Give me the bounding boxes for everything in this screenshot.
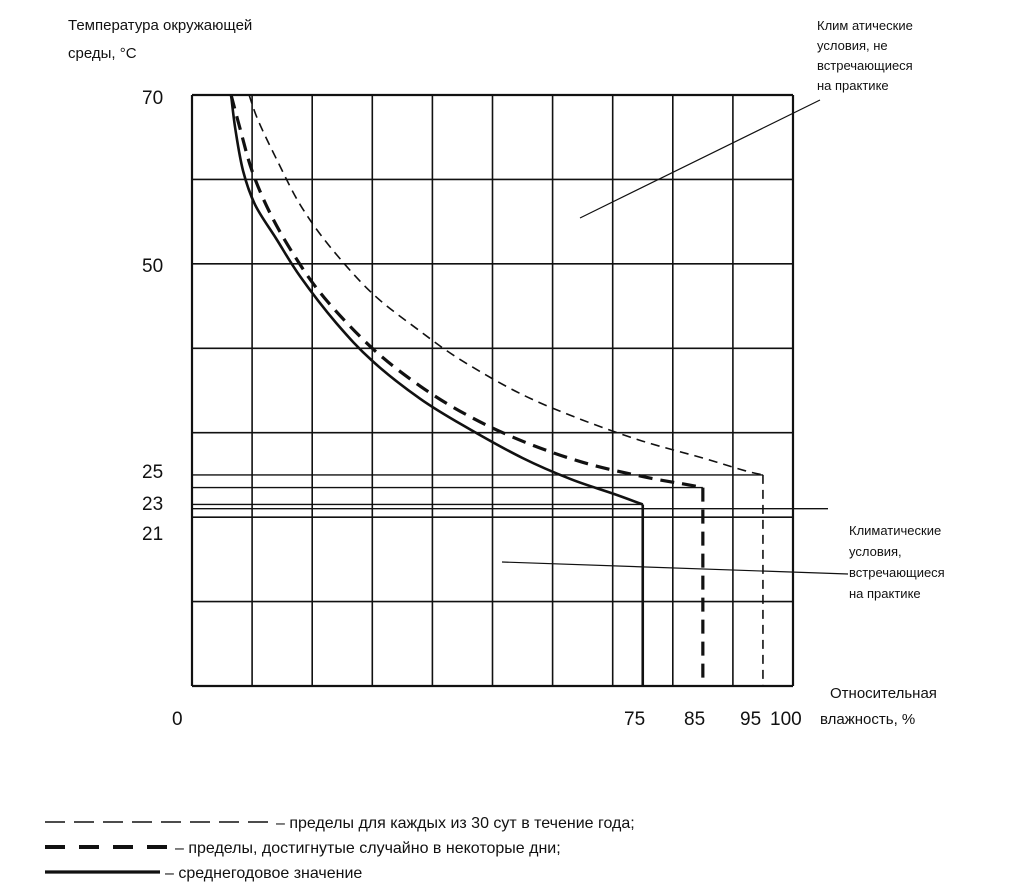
legend-label: – пределы для каждых из 30 сут в течение… — [276, 815, 635, 832]
series — [229, 94, 764, 506]
y-tick-label: 21 — [142, 524, 163, 545]
x-axis-label-line2: влажность, % — [820, 711, 915, 728]
x-tick-label: 75 — [624, 709, 645, 730]
series-short-dash-curve — [248, 94, 764, 476]
origin-label: 0 — [172, 709, 183, 730]
y-axis-label-line1: Температура окружающей — [68, 17, 252, 34]
legend-label: – среднегодовое значение — [165, 865, 362, 882]
y-axis-label-line2: среды, °С — [68, 45, 137, 62]
annotation-not-encountered: Клим атические условия, не встречающиеся… — [579, 18, 913, 219]
limit-drop-lines — [641, 474, 764, 686]
grid — [190, 93, 795, 688]
x-tick-label: 100 — [770, 709, 802, 730]
legend: – пределы для каждых из 30 сут в течение… — [45, 815, 635, 882]
annotation-line: встречающиеся — [817, 58, 913, 73]
limit-lines — [192, 474, 828, 510]
x-tick-label: 85 — [684, 709, 705, 730]
y-tick-label: 23 — [142, 494, 163, 515]
y-tick-label: 25 — [142, 462, 163, 483]
x-tick-label: 95 — [740, 709, 761, 730]
x-axis-label-line1: Относительная — [830, 685, 937, 702]
annotation-line: встречающиеся — [849, 565, 945, 580]
annotation-encountered: Климатические условия, встречающиеся на … — [501, 523, 945, 601]
annotation-leader-line — [501, 561, 849, 575]
annotation-line: условия, не — [817, 38, 888, 53]
y-tick-label: 50 — [142, 256, 163, 277]
y-tick-label: 70 — [142, 88, 163, 109]
annotation-line: на практике — [849, 586, 921, 601]
annotation-line: условия, — [849, 544, 902, 559]
annotation-line: Климатические — [849, 523, 941, 538]
annotation-line: на практике — [817, 78, 889, 93]
series-solid-curve — [229, 94, 644, 506]
legend-label: – пределы, достигнутые случайно в некото… — [175, 840, 561, 857]
annotation-leader-line — [579, 99, 821, 219]
annotation-line: Клим атические — [817, 18, 913, 33]
